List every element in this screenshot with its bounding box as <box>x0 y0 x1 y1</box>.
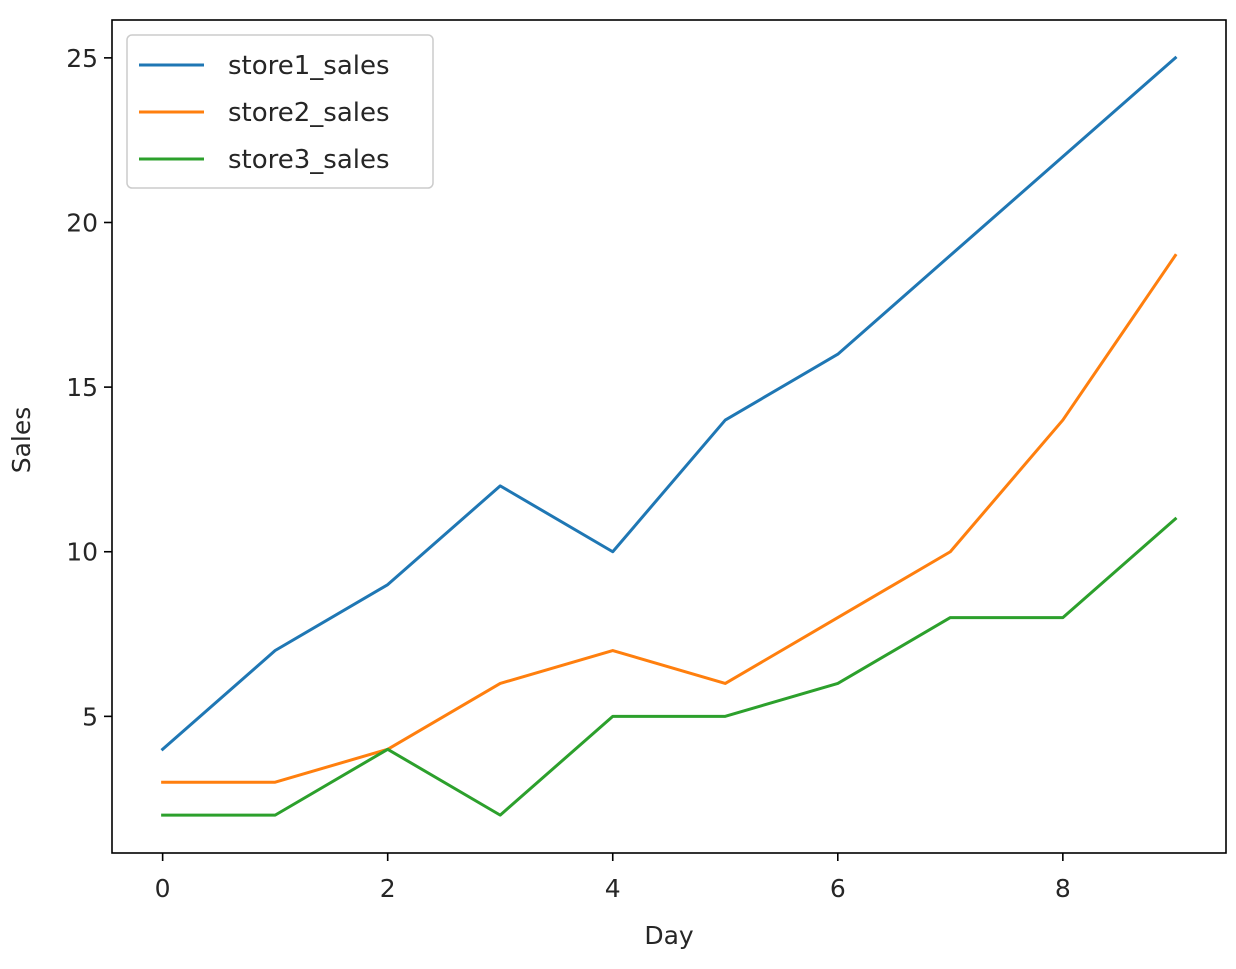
series-line-store3-sales <box>161 516 1178 817</box>
x-tick-label: 0 <box>155 874 171 903</box>
x-tick-label: 6 <box>830 874 846 903</box>
x-axis: 0 2 4 6 8 <box>155 853 1071 903</box>
axes-frame <box>111 19 1227 854</box>
legend-box <box>126 34 434 189</box>
y-tick-label: 5 <box>82 702 98 731</box>
y-tick-label: 10 <box>66 538 98 567</box>
x-tick-label: 8 <box>1055 874 1071 903</box>
legend-label: store1_sales <box>228 51 390 81</box>
legend-label: store3_sales <box>228 145 390 175</box>
y-tick-label: 20 <box>66 208 98 237</box>
plot-area <box>111 19 1227 854</box>
x-tick-label: 4 <box>605 874 621 903</box>
legend-label: store2_sales <box>228 98 390 128</box>
legend: store1_sales store2_sales store3_sales <box>126 34 434 189</box>
y-tick-label: 25 <box>66 44 98 73</box>
y-tick-label: 15 <box>66 373 98 402</box>
series-layer <box>160 55 1178 817</box>
x-axis-label: Day <box>644 921 694 950</box>
y-axis: 5 10 15 20 25 <box>66 44 112 731</box>
series-line-store1-sales <box>160 55 1178 752</box>
x-tick-label: 2 <box>380 874 396 903</box>
series-line-store2-sales <box>161 253 1178 784</box>
y-axis-label: Sales <box>7 407 36 474</box>
